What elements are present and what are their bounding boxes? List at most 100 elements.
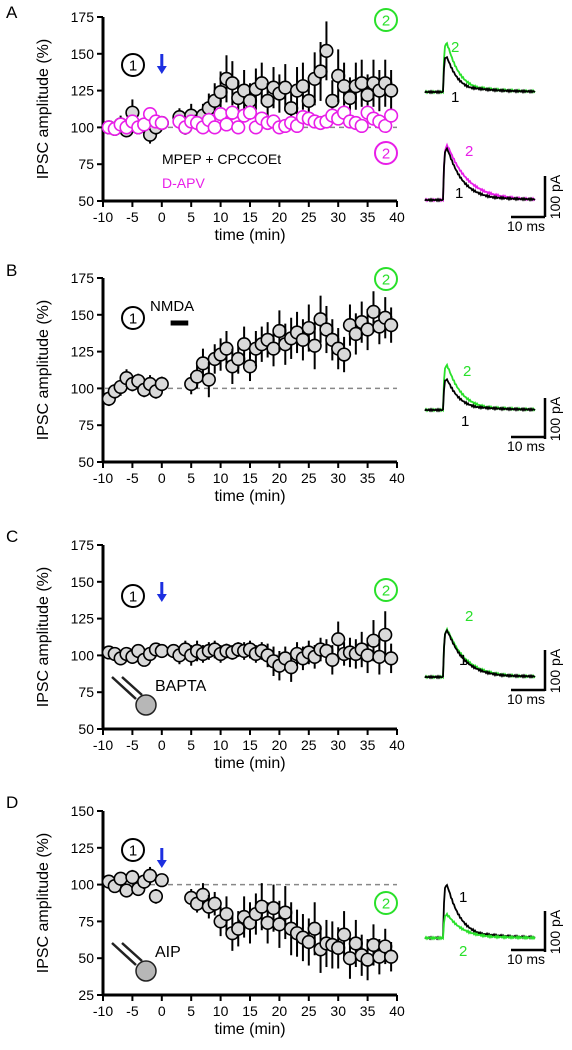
circle-marker-2-label: 2 [382, 583, 390, 600]
x-axis-label: time (min) [214, 488, 285, 505]
x-tick-label: 10 [213, 209, 229, 225]
data-point [384, 83, 399, 98]
circle-marker-1 [121, 306, 145, 330]
stimulus-arrow-icon [156, 66, 167, 74]
x-axis-label: time (min) [214, 1021, 285, 1038]
data-point [225, 105, 240, 120]
data-point [307, 338, 322, 353]
data-point [154, 115, 169, 131]
data-point [219, 906, 234, 922]
legend-entry-mpep: MPEP + CPCCOEt [162, 151, 281, 167]
x-tick-label: 5 [187, 1003, 195, 1019]
x-tick-label: 35 [360, 737, 376, 753]
data-point [284, 101, 299, 116]
x-tick-label: 10 [213, 737, 229, 753]
data-point [342, 951, 358, 966]
data-point [378, 627, 393, 642]
circle-marker-2 [374, 267, 398, 291]
y-tick-label: 50 [78, 193, 94, 209]
trace-pre [424, 55, 536, 95]
x-tick-label: 0 [158, 470, 166, 486]
data-point [301, 93, 316, 109]
x-tick-label: 25 [301, 470, 317, 486]
panel-letter-C: C [6, 527, 18, 546]
data-point [154, 873, 169, 888]
panel-letter-D: D [6, 793, 18, 812]
x-tick-label: -5 [126, 737, 139, 753]
circle-marker-2-apv [374, 141, 398, 165]
data-point [354, 118, 369, 134]
trace-label-2: 2 [463, 363, 471, 380]
data-point [331, 632, 346, 647]
trace-label-2: 2 [465, 143, 473, 160]
data-point [231, 120, 246, 135]
scale-bar-amplitude-label: 100 pA [547, 648, 563, 693]
x-tick-label: 35 [360, 1003, 376, 1019]
data-point [348, 326, 363, 342]
circle-marker-1 [121, 53, 145, 77]
trace-label-1: 1 [455, 185, 463, 202]
data-point [366, 937, 381, 953]
ipsc-traces-a1 [424, 41, 536, 95]
pipette-icon [111, 942, 143, 966]
y-tick-label: 50 [78, 454, 94, 470]
circle-marker-1-label: 1 [129, 311, 137, 328]
data-point [360, 322, 375, 337]
data-point [342, 90, 358, 106]
x-tick-label: 25 [301, 209, 317, 225]
trace-label-2: 2 [459, 943, 467, 960]
circle-marker-2 [374, 891, 398, 915]
x-tick-label: 35 [360, 209, 376, 225]
data-point [360, 952, 375, 967]
stimulus-arrow-icon [156, 860, 167, 868]
y-tick-label: 125 [71, 611, 95, 627]
x-tick-label: -10 [93, 1003, 113, 1019]
data-point [237, 337, 252, 352]
stimulus-arrow-icon [156, 594, 167, 602]
y-tick-label: 25 [78, 987, 94, 1003]
drug-label: AIP [155, 944, 181, 961]
data-point [384, 318, 399, 333]
x-tick-label: 30 [330, 737, 346, 753]
circle-marker-1 [121, 838, 145, 862]
y-tick-label: 75 [78, 913, 94, 929]
data-point [348, 936, 363, 951]
trace-post [424, 911, 536, 941]
circle-marker-1-label: 1 [129, 58, 137, 75]
x-tick-label: 0 [158, 1003, 166, 1019]
x-tick-label: 35 [360, 470, 376, 486]
data-point [154, 643, 169, 659]
x-tick-label: 20 [272, 1003, 288, 1019]
x-tick-label: 15 [242, 1003, 258, 1019]
y-tick-label: 100 [71, 380, 95, 396]
soma-icon [135, 960, 157, 982]
nmda-label: NMDA [150, 298, 194, 315]
data-point [231, 351, 246, 367]
circle-marker-1-label: 1 [129, 843, 137, 860]
series-data [101, 291, 399, 407]
data-point [313, 64, 328, 79]
x-tick-label: -10 [93, 209, 113, 225]
y-tick-label: 150 [71, 803, 95, 819]
scale-bar-time-label: 10 ms [507, 951, 545, 967]
trace-label-1: 1 [459, 889, 467, 906]
data-point [301, 934, 316, 950]
data-point [125, 870, 140, 885]
x-axis-label: time (min) [214, 227, 285, 244]
data-point [113, 871, 128, 886]
x-tick-label: 30 [330, 1003, 346, 1019]
data-point [219, 117, 234, 132]
x-tick-label: -5 [126, 1003, 139, 1019]
series-d-apv [101, 105, 399, 136]
data-point [142, 868, 158, 883]
data-point [336, 79, 352, 94]
x-axis-label: time (min) [214, 755, 285, 772]
data-point [266, 341, 281, 356]
trace-label-1: 1 [459, 652, 467, 669]
y-tick-label: 50 [78, 950, 94, 966]
data-point [231, 921, 246, 936]
trace-post [424, 41, 536, 95]
circle-marker-1-label: 1 [129, 589, 137, 606]
trace-pre [424, 146, 536, 203]
data-point [336, 927, 352, 942]
